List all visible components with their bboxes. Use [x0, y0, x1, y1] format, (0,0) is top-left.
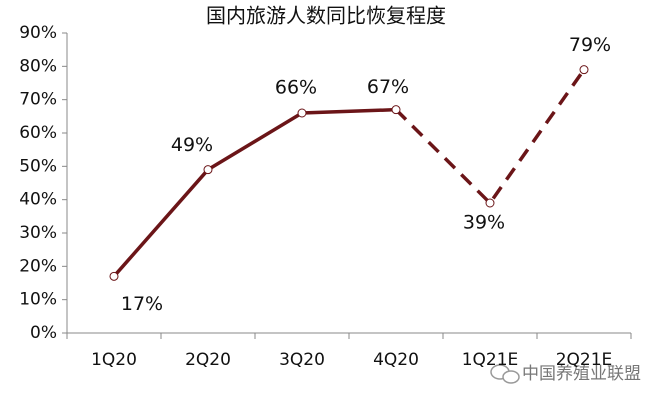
y-tick-label: 90%: [19, 23, 57, 43]
watermark-icon: [490, 364, 520, 384]
forecast-line: [394, 68, 586, 206]
watermark: 中国养殖业联盟: [522, 364, 641, 384]
value-label: 39%: [463, 212, 505, 234]
value-label: 67%: [367, 76, 409, 98]
x-tick-label: 3Q20: [279, 350, 325, 370]
chart-title: 国内旅游人数同比恢复程度: [206, 4, 446, 28]
point: [485, 198, 495, 208]
y-tick-label: 20%: [19, 256, 57, 276]
y-tick-label: 10%: [19, 290, 57, 310]
value-label: 17%: [121, 293, 163, 315]
y-tick-label: 80%: [19, 56, 57, 76]
value-label: 79%: [569, 34, 611, 56]
x-tick-label: 1Q20: [91, 350, 137, 370]
y-tick-label: 70%: [19, 90, 57, 110]
y-tick-label: 0%: [30, 323, 57, 343]
line: [112, 107, 397, 278]
x-tick-label: 2Q21E: [556, 350, 613, 370]
value-label: 66%: [275, 77, 317, 99]
x-tick-label: 2Q20: [185, 350, 231, 370]
y-tick-label: 30%: [19, 223, 57, 243]
point: [203, 165, 213, 175]
y-tick-label: 60%: [19, 123, 57, 143]
x-tick-label: 1Q21E: [462, 350, 519, 370]
y-tick-label: 50%: [19, 156, 57, 176]
point: [579, 65, 589, 75]
point: [109, 271, 119, 281]
y-tick-label: 40%: [19, 190, 57, 210]
value-label: 49%: [171, 134, 213, 156]
point: [391, 105, 401, 115]
x-tick-label: 4Q20: [373, 350, 419, 370]
point: [297, 108, 307, 118]
